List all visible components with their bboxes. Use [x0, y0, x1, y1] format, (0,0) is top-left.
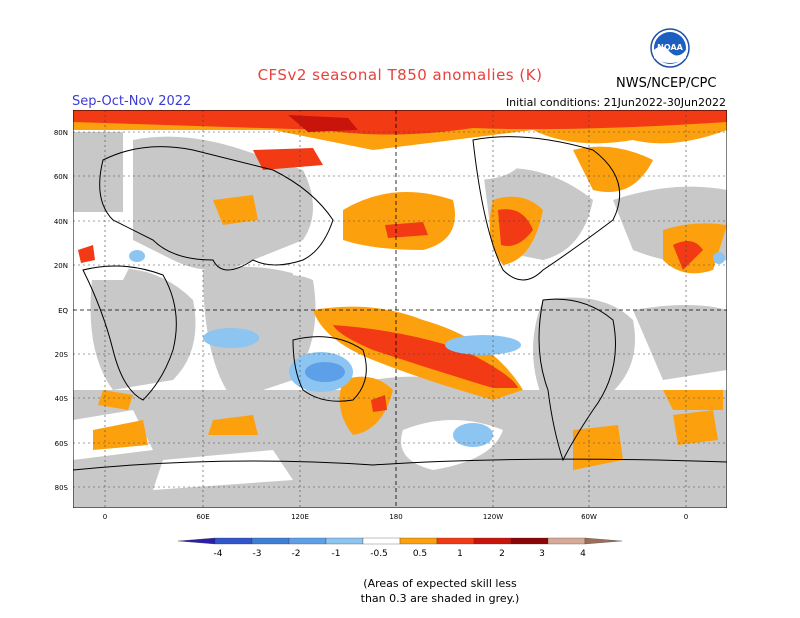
lat-label: 60S: [55, 440, 69, 448]
colorbar-swatch: [325, 537, 364, 545]
lat-label: 40N: [54, 218, 68, 226]
colorbar-tick-label: -3: [253, 549, 262, 559]
anomaly-map: [73, 110, 727, 508]
lon-label: 0: [684, 513, 688, 521]
noaa-logo-icon: NOAA: [650, 28, 690, 68]
colorbar-swatch: [362, 537, 401, 545]
colorbar-tick-label: -4: [214, 549, 223, 559]
graticule: [73, 110, 727, 508]
very-strong-warm-anomaly-regions: [288, 115, 358, 132]
skill-footnote: (Areas of expected skill less than 0.3 a…: [0, 576, 800, 606]
colorbar-labels: -4 -3 -2 -1 -0.5 0.5 1 2 3 4: [214, 549, 587, 559]
lon-label: 120W: [483, 513, 503, 521]
lon-label: 0: [103, 513, 107, 521]
lat-label: 60N: [54, 173, 68, 181]
lat-label: 80N: [54, 129, 68, 137]
lon-label: 60E: [196, 513, 209, 521]
colorbar-swatch: [436, 537, 475, 545]
colorbar-swatch: [510, 537, 549, 545]
lat-label: 20N: [54, 262, 68, 270]
lat-label: 20S: [55, 351, 69, 359]
strong-warm-anomaly-regions: [73, 110, 727, 412]
colorbar-tick-label: 3: [539, 549, 545, 559]
colorbar-swatch: [584, 537, 623, 545]
colorbar-legend: -4 -3 -2 -1 -0.5 0.5 1 2 3 4: [177, 537, 623, 559]
colorbar-tick-label: 0.5: [413, 549, 427, 559]
colorbar-tick-label: -0.5: [370, 549, 388, 559]
lon-label: 120E: [291, 513, 309, 521]
coastlines: [73, 136, 727, 471]
colorbar-tick-label: -2: [292, 549, 301, 559]
equator-dateline: [73, 110, 727, 508]
colorbar-tick-label: 2: [499, 549, 505, 559]
lat-label: EQ: [58, 307, 68, 315]
footnote-line-2: than 0.3 are shaded in grey.): [360, 592, 520, 605]
initial-conditions-label: Initial conditions: 21Jun2022-30Jun2022: [505, 96, 726, 109]
lat-label: 80S: [55, 484, 69, 492]
colorbar-swatch: [214, 537, 253, 545]
season-label: Sep-Oct-Nov 2022: [72, 94, 192, 109]
lat-label: 40S: [55, 395, 69, 403]
logo-text: NOAA: [657, 43, 683, 52]
agency-label: NWS/NCEP/CPC: [616, 76, 717, 91]
colorbar-swatches: [177, 537, 623, 545]
cold-anomaly-regions: [129, 250, 725, 447]
moderate-cold-anomaly-regions: [305, 362, 345, 382]
colorbar-swatch: [251, 537, 290, 545]
colorbar-swatch: [547, 537, 586, 545]
lon-label: 180: [389, 513, 402, 521]
lon-label: 60W: [581, 513, 597, 521]
colorbar-swatch: [399, 537, 438, 545]
colorbar-tick-label: 4: [580, 549, 586, 559]
colorbar-tick-label: 1: [457, 549, 463, 559]
colorbar-swatch: [177, 537, 216, 545]
longitude-axis: 0 60E 120E 180 120W 60W 0: [103, 513, 688, 521]
footnote-line-1: (Areas of expected skill less: [363, 577, 517, 590]
colorbar-swatch: [473, 537, 512, 545]
colorbar-swatch: [288, 537, 327, 545]
colorbar-tick-label: -1: [332, 549, 341, 559]
latitude-axis: 80N 60N 40N 20N EQ 20S 40S 60S 80S: [54, 129, 69, 492]
map-title: CFSv2 seasonal T850 anomalies (K): [257, 66, 543, 84]
